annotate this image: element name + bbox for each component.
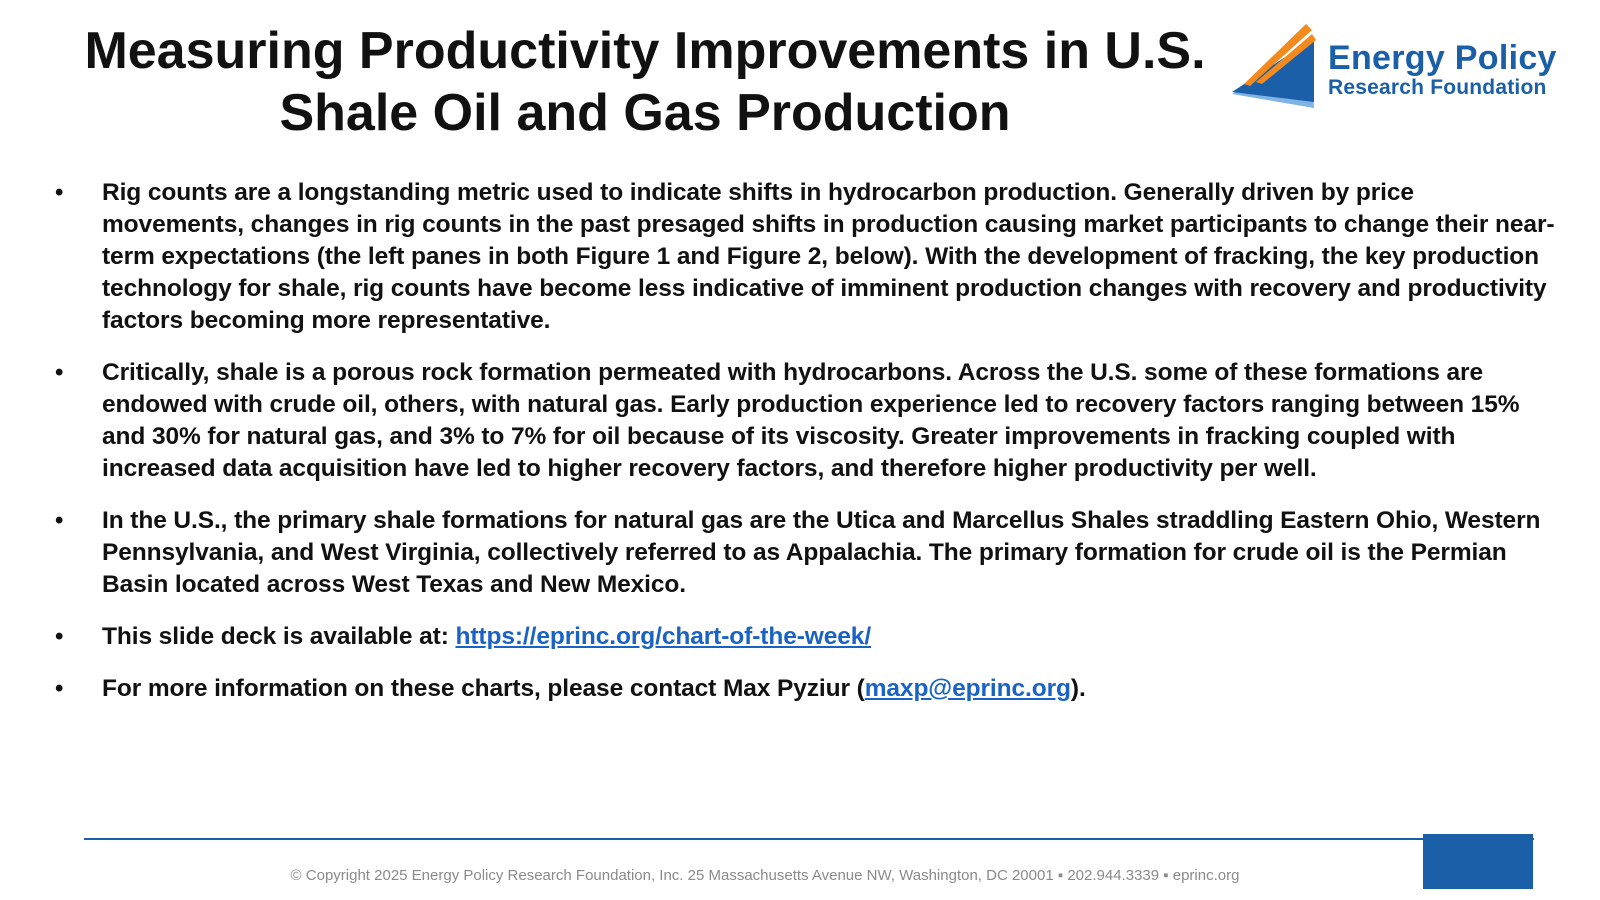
footer-copyright: © Copyright 2025 Energy Policy Research … — [290, 867, 1240, 884]
logo-line-1: Energy Policy — [1328, 39, 1557, 77]
epr-logo: Energy Policy Research Foundation — [1232, 24, 1582, 116]
bullet-dot-icon: • — [55, 359, 64, 386]
bullet-item: • For more information on these charts, … — [55, 673, 1555, 705]
logo-line-2: Research Foundation — [1328, 76, 1547, 99]
bullet-item: • In the U.S., the primary shale formati… — [55, 505, 1555, 601]
bullet-dot-icon: • — [55, 675, 64, 702]
bullet-dot-icon: • — [55, 179, 64, 206]
footer-divider — [84, 838, 1534, 840]
title-line-1: Measuring Productivity Improvements in U… — [84, 22, 1206, 80]
bullet-text-suffix: ). — [1070, 675, 1086, 702]
bullet-text-prefix: For more information on these charts, pl… — [102, 675, 865, 702]
bullet-text: Critically, shale is a porous rock forma… — [102, 359, 1520, 482]
bullet-dot-icon: • — [55, 507, 64, 534]
footer-accent-box — [1423, 834, 1533, 889]
bullet-text-prefix: This slide deck is available at: — [102, 623, 456, 650]
bullet-item: • This slide deck is available at: https… — [55, 621, 1555, 653]
bullet-item: • Critically, shale is a porous rock for… — [55, 357, 1555, 485]
epr-sail-logo-icon — [1232, 24, 1316, 108]
bullet-text: In the U.S., the primary shale formation… — [102, 507, 1541, 598]
contact-email-link[interactable]: maxp@eprinc.org — [864, 675, 1071, 702]
bullet-list: • Rig counts are a longstanding metric u… — [55, 177, 1555, 725]
title-line-2: Shale Oil and Gas Production — [279, 84, 1011, 142]
logo-wordmark: Energy Policy Research Foundation — [1328, 40, 1557, 100]
chart-of-the-week-link[interactable]: https://eprinc.org/chart-of-the-week/ — [455, 623, 872, 650]
bullet-text: Rig counts are a longstanding metric use… — [102, 179, 1555, 334]
page-title: Measuring Productivity Improvements in U… — [40, 20, 1250, 144]
bullet-dot-icon: • — [55, 623, 64, 650]
bullet-item: • Rig counts are a longstanding metric u… — [55, 177, 1555, 337]
